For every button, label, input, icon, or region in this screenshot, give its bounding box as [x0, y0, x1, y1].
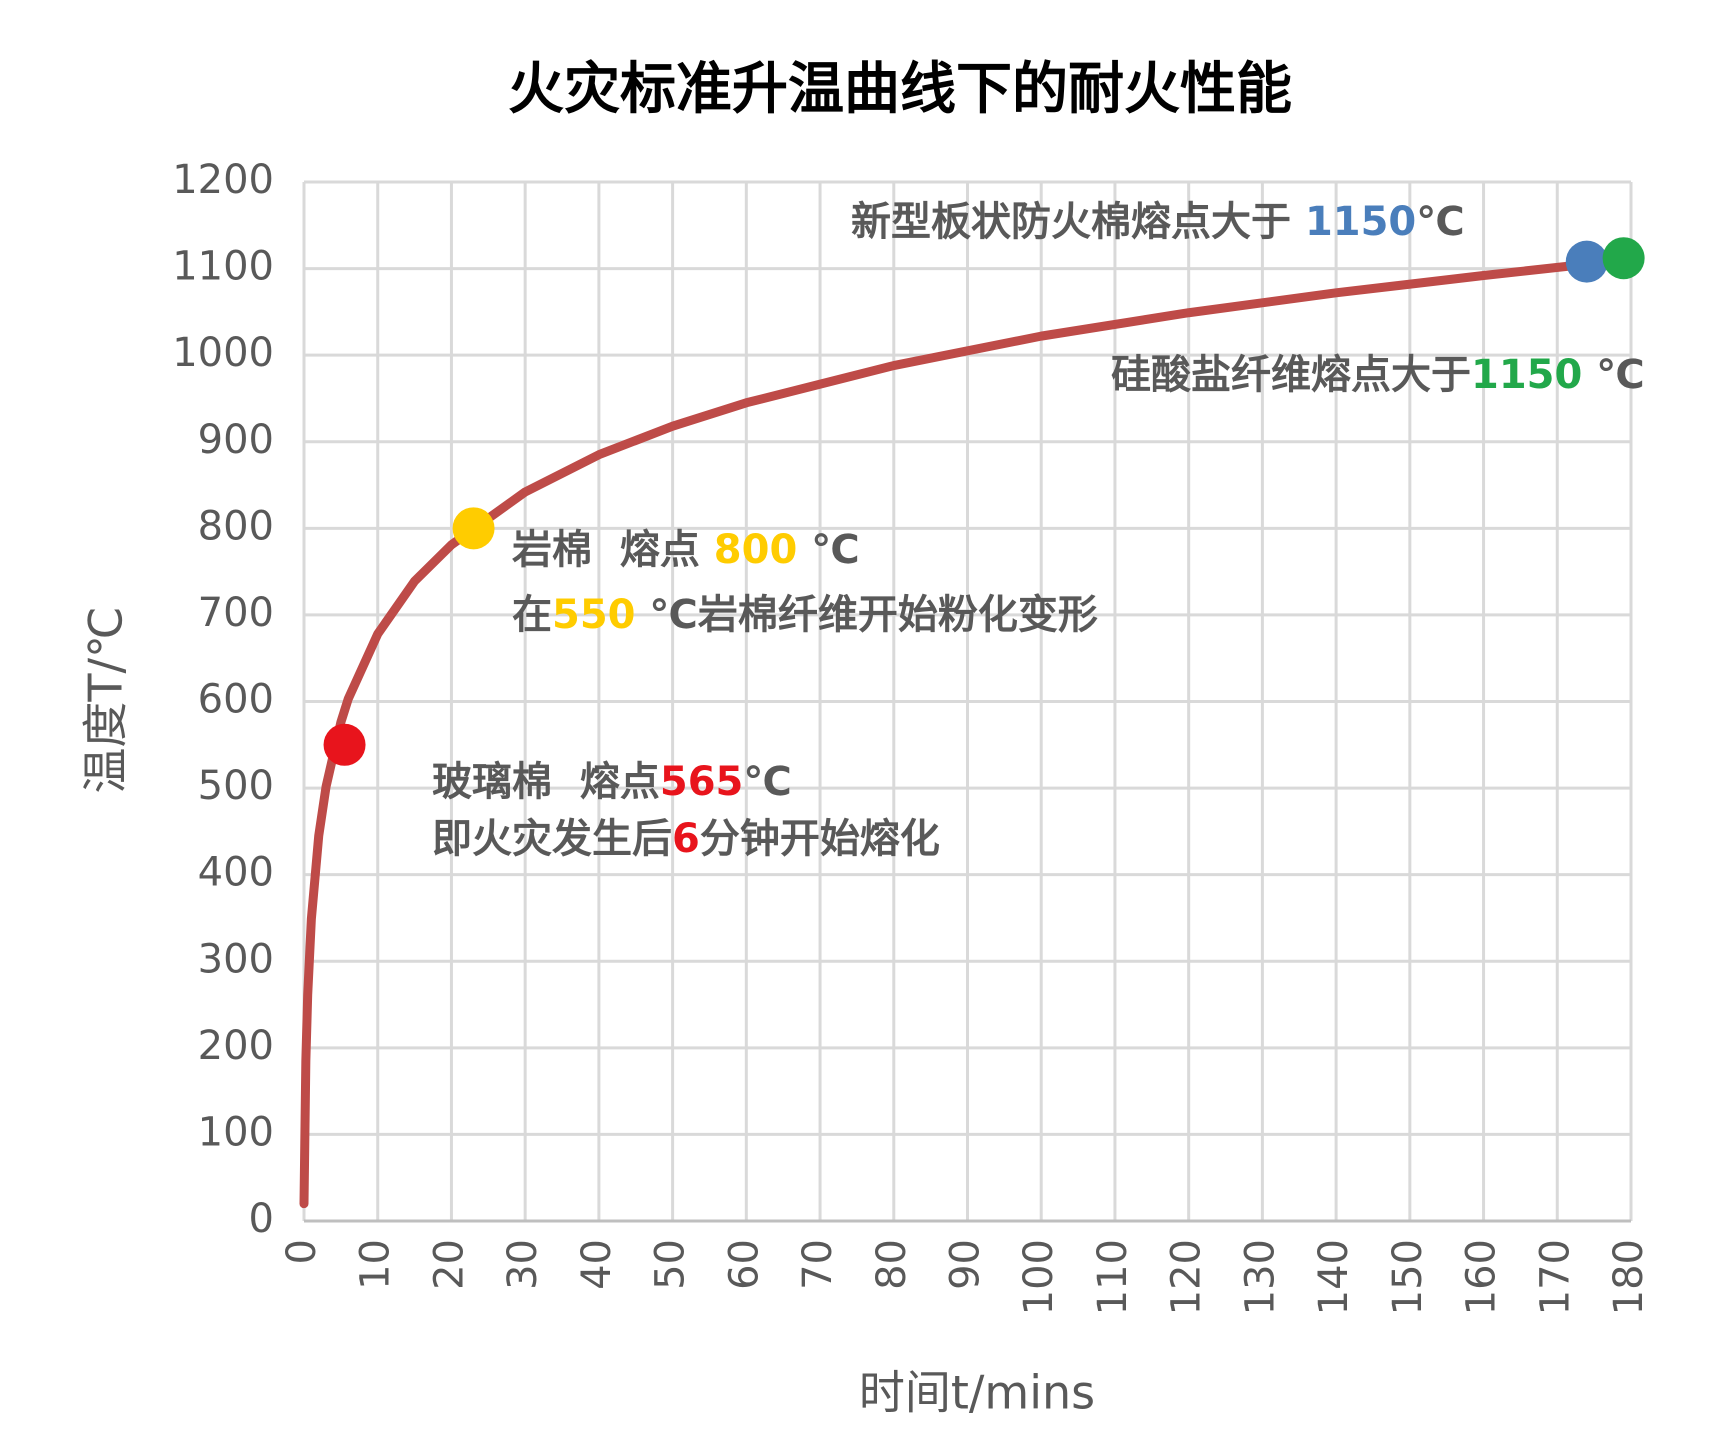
annotation-part: ℃: [1582, 352, 1644, 398]
annotation-part: 分钟开始熔化: [700, 816, 940, 862]
annotation-part: 1150: [1471, 352, 1582, 398]
annotation-part: ℃: [743, 759, 791, 805]
y-tick-label: 1000: [172, 330, 274, 376]
annotation-part: 新型板状防火棉熔点大于: [851, 199, 1305, 245]
annotation-part: 岩棉 熔点: [512, 527, 714, 573]
annotation: 岩棉 熔点 800 ℃: [512, 527, 860, 573]
x-tick-label: 60: [721, 1239, 767, 1290]
y-tick-label: 1200: [172, 157, 274, 203]
y-tick-label: 500: [198, 763, 274, 809]
annotation: 在550 ℃岩棉纤维开始粉化变形: [512, 592, 1098, 638]
y-tick-label: 700: [198, 590, 274, 636]
y-tick-label: 1100: [172, 244, 274, 290]
x-tick-label: 30: [500, 1239, 546, 1290]
annotation-part: 玻璃棉 熔点: [432, 759, 660, 805]
temperature-curve: [299, 258, 1599, 1209]
annotation-part: ℃岩棉纤维开始粉化变形: [636, 592, 1098, 638]
x-tick-label: 160: [1459, 1239, 1505, 1315]
annotation: 硅酸盐纤维熔点大于1150 ℃: [1111, 352, 1645, 398]
annotation-part: 1150: [1305, 199, 1416, 245]
y-tick-label: 0: [249, 1196, 274, 1242]
y-tick-label: 100: [198, 1109, 274, 1155]
annotation-part: 6: [672, 816, 700, 862]
annotation-part: 在: [512, 592, 552, 638]
annotation-part: 550: [552, 592, 636, 638]
annotation-part: 硅酸盐纤维熔点大于: [1111, 352, 1471, 398]
annotation: 即火灾发生后6分钟开始熔化: [432, 816, 940, 862]
annotation-part: 565: [660, 759, 744, 805]
x-tick-label: 10: [353, 1239, 399, 1290]
x-tick-label: 110: [1090, 1239, 1136, 1315]
y-tick-label: 600: [198, 677, 274, 723]
melting-point-marker: [1602, 237, 1645, 280]
x-tick-label: 40: [574, 1239, 620, 1290]
annotation-part: 800: [714, 527, 798, 573]
x-tick-label: 150: [1385, 1239, 1431, 1315]
x-tick-label: 170: [1532, 1239, 1578, 1315]
annotation-part: 即火灾发生后: [432, 816, 672, 862]
melting-point-marker: [323, 723, 366, 766]
x-tick-label: 140: [1311, 1239, 1357, 1315]
y-tick-label: 800: [198, 503, 274, 549]
annotation-part: ℃: [797, 527, 859, 573]
x-tick-label: 0: [279, 1239, 325, 1264]
x-axis-label: 时间t/mins: [859, 1366, 1095, 1420]
x-tick-label: 120: [1164, 1239, 1210, 1315]
x-tick-label: 80: [869, 1239, 915, 1290]
y-tick-label: 900: [198, 417, 274, 463]
melting-point-marker: [452, 507, 495, 550]
y-axis-label: 温度T/℃: [79, 606, 133, 793]
y-tick-label: 400: [198, 850, 274, 896]
x-tick-label: 50: [648, 1239, 694, 1290]
chart-title: 火灾标准升温曲线下的耐火性能: [508, 57, 1292, 122]
annotation: 玻璃棉 熔点565℃: [432, 759, 792, 805]
melting-point-marker: [1565, 240, 1608, 283]
x-tick-label: 100: [1016, 1239, 1062, 1315]
x-tick-label: 130: [1237, 1239, 1283, 1315]
x-tick-label: 20: [426, 1239, 472, 1290]
x-tick-label: 90: [943, 1239, 989, 1290]
x-tick-label: 180: [1606, 1239, 1652, 1315]
x-tick-label: 70: [795, 1239, 841, 1290]
annotation: 新型板状防火棉熔点大于 1150℃: [851, 199, 1465, 245]
y-tick-label: 200: [198, 1023, 274, 1069]
y-tick-label: 300: [198, 936, 274, 982]
annotation-part: ℃: [1416, 199, 1464, 245]
